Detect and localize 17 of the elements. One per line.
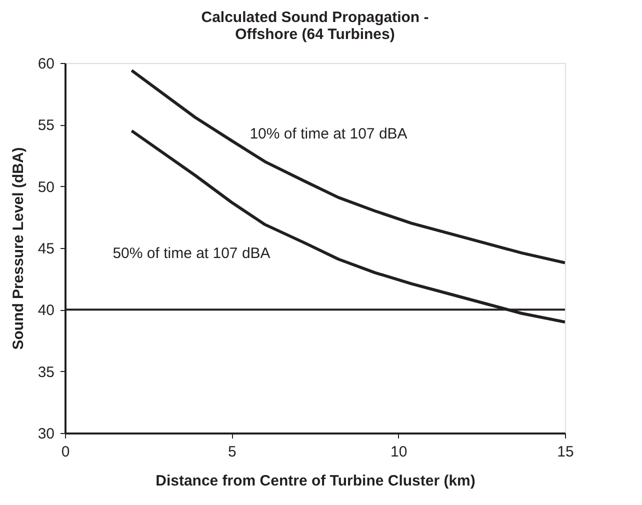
text: Offshore (64 Turbines) (235, 26, 395, 43)
x-axis-title: Distance from Centre of Turbine Cluster (km) (156, 472, 476, 490)
annotation: 10% of time at 107 dBA (250, 125, 408, 142)
x-tick-label: 10 (390, 444, 408, 460)
y-axis-title: Sound Pressure Level (dBA) (10, 147, 27, 350)
annotation: 50% of time at 107 dBA (112, 244, 270, 262)
x-tick-label: 5 (228, 444, 236, 460)
y-tick-label: 60 (38, 56, 54, 72)
x-tick-label: 15 (557, 444, 574, 460)
y-tick-label: 30 (38, 426, 54, 442)
y-tick-label: 40 (38, 302, 54, 320)
y-tick-label: 35 (38, 364, 54, 381)
y-tick-label: 45 (38, 240, 54, 258)
x-tick-label: 0 (61, 444, 70, 460)
y-tick-label: 55 (38, 117, 54, 134)
text: Calculated Sound Propagation - (201, 9, 429, 26)
y-tick-label: 50 (38, 178, 54, 196)
